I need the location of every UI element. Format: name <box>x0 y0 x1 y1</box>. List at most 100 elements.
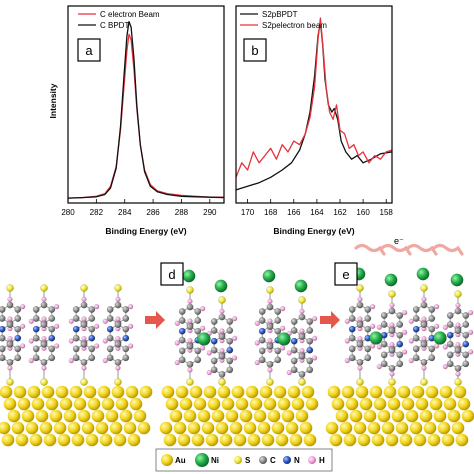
carbon-atom <box>14 354 22 362</box>
gold-atom <box>369 385 383 399</box>
panel-label-d: d <box>168 267 175 282</box>
carbon-atom <box>428 315 436 322</box>
gold-atom <box>123 421 137 435</box>
x-tick-label-b-1: 168 <box>264 208 278 217</box>
gold-atom <box>343 433 357 447</box>
bond <box>0 318 3 321</box>
chart-a: Intensity 280 282 284 286 288 290 Binding Ene… <box>48 5 225 236</box>
nitrogen-atom <box>396 340 404 348</box>
gold-atom <box>299 421 313 435</box>
hydrogen-atom <box>102 358 108 364</box>
carbon-atom <box>274 308 282 315</box>
gold-atom <box>67 421 81 435</box>
nitrogen-atom-icon <box>283 456 291 464</box>
gold-atom <box>367 421 381 435</box>
gold-atom <box>49 409 63 423</box>
hydrogen-atom <box>299 308 305 314</box>
gold-atom <box>233 433 247 447</box>
hydrogen-atom <box>357 296 363 302</box>
gold-atom <box>327 385 341 399</box>
hydrogen-atom <box>68 358 74 364</box>
gold-atom <box>385 433 399 447</box>
carbon-atom <box>0 345 6 353</box>
sulfur-atom <box>420 378 428 386</box>
gold-atom <box>25 421 39 435</box>
gold-atom <box>443 397 457 411</box>
carbon-atom <box>122 315 130 322</box>
hydrogen-atom <box>468 349 474 355</box>
hydrogen-atom <box>81 365 87 371</box>
sulfur-atom <box>454 378 462 386</box>
sulfur-atom <box>80 284 88 292</box>
carbon-atom <box>226 366 234 374</box>
gold-atom <box>187 421 201 435</box>
hydrogen-atom <box>408 358 414 364</box>
nitrogen-atom <box>88 334 96 342</box>
hydrogen-atom <box>280 325 286 331</box>
hydrogen-atom <box>468 310 474 316</box>
electron-beam-arrows <box>354 243 464 256</box>
hydrogen-atom <box>115 365 121 371</box>
hydrogen-atom <box>286 350 292 356</box>
gold-atom <box>173 421 187 435</box>
panel-label-b: b <box>251 43 258 58</box>
hydrogen-atom <box>115 296 121 302</box>
carbon-atom-icon <box>259 456 267 464</box>
carbon-atom <box>396 351 404 359</box>
gold-atom <box>335 409 349 423</box>
hydrogen-atom <box>128 323 134 329</box>
gold-atom <box>207 397 221 411</box>
x-tick-label-b-6: 158 <box>380 208 394 217</box>
gold-atom <box>363 409 377 423</box>
nickel-atom <box>384 273 398 287</box>
carbon-atom <box>258 347 266 355</box>
hydrogen-atom <box>115 336 121 342</box>
x-ticks-b: 170 168 166 164 162 160 158 <box>241 199 394 217</box>
carbon-atom <box>396 312 404 319</box>
carbon-atom <box>306 327 314 334</box>
gold-atom <box>45 397 59 411</box>
hydrogen-atom <box>421 316 427 322</box>
hydrogen-atom <box>41 336 47 342</box>
hydrogen-atom <box>357 365 363 371</box>
carbon-atom <box>428 306 436 313</box>
hydrogen-atom <box>370 304 376 310</box>
hydrogen-atom <box>41 296 47 302</box>
hydrogen-atom <box>267 338 273 344</box>
x-tick-label-a-4: 288 <box>175 208 189 217</box>
gold-atom <box>325 421 339 435</box>
carbon-atom <box>306 366 314 374</box>
gold-atom <box>399 433 413 447</box>
carbon-atom <box>32 345 40 353</box>
x-tick-label-a-3: 286 <box>146 208 160 217</box>
hydrogen-atom <box>254 360 260 366</box>
gold-atom <box>87 397 101 411</box>
hydrogen-atom <box>219 328 225 334</box>
carbon-atom <box>462 321 470 328</box>
gold-atom <box>113 433 127 447</box>
gold-atom <box>271 421 285 435</box>
carbon-atom <box>364 306 372 313</box>
gold-atom <box>77 409 91 423</box>
nitrogen-atom <box>462 340 470 348</box>
gold-atom <box>257 421 271 435</box>
series-group-b <box>235 17 393 191</box>
gold-atom <box>59 397 73 411</box>
sulfur-atom <box>40 284 48 292</box>
carbon-atom <box>106 315 114 322</box>
gold-atom <box>273 385 287 399</box>
panel-label-box-e <box>334 262 358 286</box>
electron-label: e⁻ <box>394 236 404 246</box>
gold-atom <box>281 409 295 423</box>
carbon-atom <box>274 327 282 335</box>
process-arrow-2 <box>320 311 340 329</box>
hydrogen-atom <box>421 365 427 371</box>
carbon-atom <box>122 354 130 362</box>
hydrogen-atom <box>200 345 206 351</box>
carbon-atom <box>48 354 56 362</box>
sulfur-atom <box>388 378 396 386</box>
gold-atom <box>1 433 15 447</box>
gold-atom <box>127 433 141 447</box>
x-ticks-a: 280 282 284 286 288 290 <box>61 199 217 217</box>
gold-atom-icon <box>161 454 173 466</box>
